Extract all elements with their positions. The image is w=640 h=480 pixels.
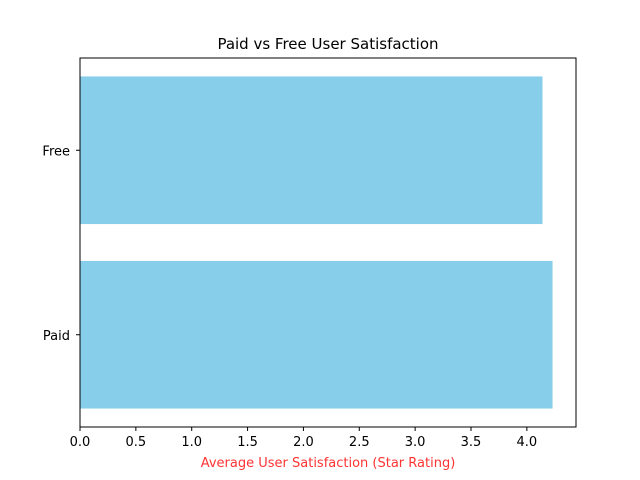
x-tick-label-4: 2.0 bbox=[293, 435, 314, 450]
x-tick-label-2: 1.0 bbox=[181, 435, 202, 450]
bar-free bbox=[80, 76, 543, 225]
chart-title: Paid vs Free User Satisfaction bbox=[217, 35, 438, 53]
plot-frame bbox=[79, 57, 577, 428]
x-tick-label-3: 1.5 bbox=[237, 435, 258, 450]
bar-paid bbox=[80, 260, 553, 409]
x-tick-label-6: 3.0 bbox=[405, 435, 426, 450]
x-tick-label-1: 0.5 bbox=[126, 435, 147, 450]
x-tick-label-8: 4.0 bbox=[517, 435, 538, 450]
x-tick-label-0: 0.0 bbox=[70, 435, 91, 450]
x-tick-label-7: 3.5 bbox=[461, 435, 482, 450]
x-tick-label-5: 2.5 bbox=[349, 435, 370, 450]
x-axis-label: Average User Satisfaction (Star Rating) bbox=[201, 456, 456, 471]
y-tick-label-free: Free bbox=[42, 144, 70, 159]
y-tick-label-paid: Paid bbox=[43, 329, 70, 344]
